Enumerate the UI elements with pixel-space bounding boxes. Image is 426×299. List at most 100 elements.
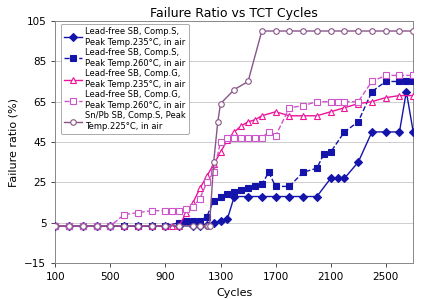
Lead-free SB, Comp.S,
Peak Temp.235°C, in air (177, 224, 182, 228)
Lead-free SB, Comp.G,
Peak Temp.235°C, in air (177, 224, 182, 228)
Sn/Pb SB, Comp.S, Peak
Temp.225°C, in air (215, 120, 220, 124)
Sn/Pb SB, Comp.S, Peak
Temp.225°C, in air (163, 224, 168, 228)
Lead-free SB, Comp.G,
Peak Temp.260°C, in air (163, 209, 168, 212)
Lead-free SB, Comp.S,
Peak Temp.235°C, in air (245, 195, 250, 198)
Lead-free SB, Comp.S,
Peak Temp.235°C, in air (94, 224, 99, 228)
Lead-free SB, Comp.G,
Peak Temp.260°C, in air (252, 136, 257, 140)
Lead-free SB, Comp.S,
Peak Temp.235°C, in air (218, 219, 223, 222)
Lead-free SB, Comp.S,
Peak Temp.235°C, in air (197, 224, 202, 228)
Lead-free SB, Comp.G,
Peak Temp.235°C, in air (356, 102, 361, 106)
Lead-free SB, Comp.S,
Peak Temp.235°C, in air (328, 176, 333, 180)
Lead-free SB, Comp.S,
Peak Temp.260°C, in air (211, 199, 216, 202)
Sn/Pb SB, Comp.S, Peak
Temp.225°C, in air (53, 224, 58, 228)
Lead-free SB, Comp.G,
Peak Temp.260°C, in air (108, 224, 113, 228)
Lead-free SB, Comp.G,
Peak Temp.260°C, in air (383, 74, 388, 77)
Sn/Pb SB, Comp.S, Peak
Temp.225°C, in air (259, 29, 265, 33)
Lead-free SB, Comp.S,
Peak Temp.260°C, in air (404, 80, 409, 83)
Lead-free SB, Comp.G,
Peak Temp.260°C, in air (170, 209, 175, 212)
Lead-free SB, Comp.G,
Peak Temp.260°C, in air (232, 136, 237, 140)
Lead-free SB, Comp.G,
Peak Temp.260°C, in air (211, 170, 216, 174)
Lead-free SB, Comp.G,
Peak Temp.260°C, in air (94, 224, 99, 228)
Legend: Lead-free SB, Comp.S,
Peak Temp.235°C, in air, Lead-free SB, Comp.S,
Peak Temp.2: Lead-free SB, Comp.S, Peak Temp.235°C, i… (60, 24, 189, 134)
Line: Sn/Pb SB, Comp.S, Peak
Temp.225°C, in air: Sn/Pb SB, Comp.S, Peak Temp.225°C, in ai… (52, 28, 416, 228)
Sn/Pb SB, Comp.S, Peak
Temp.225°C, in air (342, 29, 347, 33)
Lead-free SB, Comp.S,
Peak Temp.260°C, in air (273, 184, 278, 188)
Lead-free SB, Comp.S,
Peak Temp.260°C, in air (356, 120, 361, 124)
Lead-free SB, Comp.G,
Peak Temp.235°C, in air (273, 110, 278, 114)
Lead-free SB, Comp.S,
Peak Temp.235°C, in air (108, 224, 113, 228)
Lead-free SB, Comp.S,
Peak Temp.235°C, in air (335, 176, 340, 180)
Lead-free SB, Comp.S,
Peak Temp.260°C, in air (369, 90, 374, 93)
Sn/Pb SB, Comp.S, Peak
Temp.225°C, in air (287, 29, 292, 33)
Lead-free SB, Comp.G,
Peak Temp.260°C, in air (411, 74, 416, 77)
Lead-free SB, Comp.G,
Peak Temp.260°C, in air (369, 80, 374, 83)
Lead-free SB, Comp.G,
Peak Temp.235°C, in air (314, 114, 320, 118)
Lead-free SB, Comp.G,
Peak Temp.235°C, in air (252, 118, 257, 122)
Lead-free SB, Comp.G,
Peak Temp.235°C, in air (287, 114, 292, 118)
Sn/Pb SB, Comp.S, Peak
Temp.225°C, in air (135, 224, 141, 228)
Lead-free SB, Comp.G,
Peak Temp.235°C, in air (397, 94, 402, 97)
Lead-free SB, Comp.G,
Peak Temp.260°C, in air (301, 104, 306, 107)
Lead-free SB, Comp.G,
Peak Temp.260°C, in air (397, 74, 402, 77)
Lead-free SB, Comp.S,
Peak Temp.235°C, in air (135, 224, 141, 228)
Sn/Pb SB, Comp.S, Peak
Temp.225°C, in air (177, 224, 182, 228)
Lead-free SB, Comp.G,
Peak Temp.260°C, in air (328, 100, 333, 103)
Lead-free SB, Comp.S,
Peak Temp.235°C, in air (211, 221, 216, 225)
Sn/Pb SB, Comp.S, Peak
Temp.225°C, in air (122, 224, 127, 228)
Lead-free SB, Comp.S,
Peak Temp.260°C, in air (239, 189, 244, 192)
Lead-free SB, Comp.S,
Peak Temp.260°C, in air (122, 224, 127, 228)
Sn/Pb SB, Comp.S, Peak
Temp.225°C, in air (211, 160, 216, 164)
Lead-free SB, Comp.G,
Peak Temp.260°C, in air (53, 224, 58, 228)
Lead-free SB, Comp.G,
Peak Temp.235°C, in air (53, 224, 58, 228)
Lead-free SB, Comp.S,
Peak Temp.260°C, in air (225, 193, 230, 196)
Sn/Pb SB, Comp.S, Peak
Temp.225°C, in air (411, 29, 416, 33)
Lead-free SB, Comp.G,
Peak Temp.235°C, in air (135, 224, 141, 228)
Lead-free SB, Comp.S,
Peak Temp.235°C, in air (383, 130, 388, 134)
Lead-free SB, Comp.S,
Peak Temp.235°C, in air (397, 130, 402, 134)
Y-axis label: Failure ratio (%): Failure ratio (%) (9, 97, 19, 187)
Lead-free SB, Comp.S,
Peak Temp.260°C, in air (397, 80, 402, 83)
Lead-free SB, Comp.S,
Peak Temp.235°C, in air (204, 223, 209, 227)
Lead-free SB, Comp.G,
Peak Temp.235°C, in air (225, 138, 230, 142)
Lead-free SB, Comp.S,
Peak Temp.235°C, in air (314, 195, 320, 198)
Sn/Pb SB, Comp.S, Peak
Temp.225°C, in air (149, 224, 154, 228)
Sn/Pb SB, Comp.S, Peak
Temp.225°C, in air (301, 29, 306, 33)
Sn/Pb SB, Comp.S, Peak
Temp.225°C, in air (245, 80, 250, 83)
Lead-free SB, Comp.S,
Peak Temp.260°C, in air (245, 187, 250, 190)
Lead-free SB, Comp.S,
Peak Temp.235°C, in air (259, 195, 265, 198)
Lead-free SB, Comp.G,
Peak Temp.260°C, in air (122, 213, 127, 216)
Lead-free SB, Comp.S,
Peak Temp.260°C, in air (328, 150, 333, 154)
Lead-free SB, Comp.S,
Peak Temp.260°C, in air (383, 80, 388, 83)
Lead-free SB, Comp.S,
Peak Temp.235°C, in air (356, 160, 361, 164)
Lead-free SB, Comp.G,
Peak Temp.260°C, in air (287, 106, 292, 109)
Sn/Pb SB, Comp.S, Peak
Temp.225°C, in air (197, 224, 202, 228)
Lead-free SB, Comp.G,
Peak Temp.260°C, in air (81, 224, 86, 228)
Lead-free SB, Comp.S,
Peak Temp.235°C, in air (163, 224, 168, 228)
Lead-free SB, Comp.G,
Peak Temp.260°C, in air (184, 207, 189, 210)
Line: Lead-free SB, Comp.G,
Peak Temp.235°C, in air: Lead-free SB, Comp.G, Peak Temp.235°C, i… (52, 92, 417, 229)
Sn/Pb SB, Comp.S, Peak
Temp.225°C, in air (314, 29, 320, 33)
Lead-free SB, Comp.G,
Peak Temp.260°C, in air (218, 140, 223, 144)
Lead-free SB, Comp.G,
Peak Temp.260°C, in air (190, 205, 196, 208)
Sn/Pb SB, Comp.S, Peak
Temp.225°C, in air (206, 224, 211, 228)
Lead-free SB, Comp.G,
Peak Temp.235°C, in air (149, 224, 154, 228)
Lead-free SB, Comp.S,
Peak Temp.235°C, in air (301, 195, 306, 198)
Lead-free SB, Comp.S,
Peak Temp.260°C, in air (81, 224, 86, 228)
Lead-free SB, Comp.G,
Peak Temp.260°C, in air (259, 136, 265, 140)
Lead-free SB, Comp.G,
Peak Temp.235°C, in air (184, 211, 189, 214)
Sn/Pb SB, Comp.S, Peak
Temp.225°C, in air (94, 224, 99, 228)
Lead-free SB, Comp.G,
Peak Temp.260°C, in air (335, 100, 340, 103)
Lead-free SB, Comp.S,
Peak Temp.260°C, in air (177, 221, 182, 225)
Lead-free SB, Comp.S,
Peak Temp.260°C, in air (411, 80, 416, 83)
Lead-free SB, Comp.S,
Peak Temp.260°C, in air (163, 224, 168, 228)
Lead-free SB, Comp.S,
Peak Temp.260°C, in air (204, 215, 209, 219)
Sn/Pb SB, Comp.S, Peak
Temp.225°C, in air (232, 88, 237, 91)
Line: Lead-free SB, Comp.S,
Peak Temp.260°C, in air: Lead-free SB, Comp.S, Peak Temp.260°C, i… (52, 79, 416, 228)
Sn/Pb SB, Comp.S, Peak
Temp.225°C, in air (204, 224, 209, 228)
Lead-free SB, Comp.S,
Peak Temp.260°C, in air (135, 224, 141, 228)
Lead-free SB, Comp.S,
Peak Temp.260°C, in air (287, 184, 292, 188)
Lead-free SB, Comp.G,
Peak Temp.235°C, in air (190, 201, 196, 205)
Lead-free SB, Comp.G,
Peak Temp.260°C, in air (239, 136, 244, 140)
Sn/Pb SB, Comp.S, Peak
Temp.225°C, in air (81, 224, 86, 228)
Sn/Pb SB, Comp.S, Peak
Temp.225°C, in air (218, 102, 223, 106)
